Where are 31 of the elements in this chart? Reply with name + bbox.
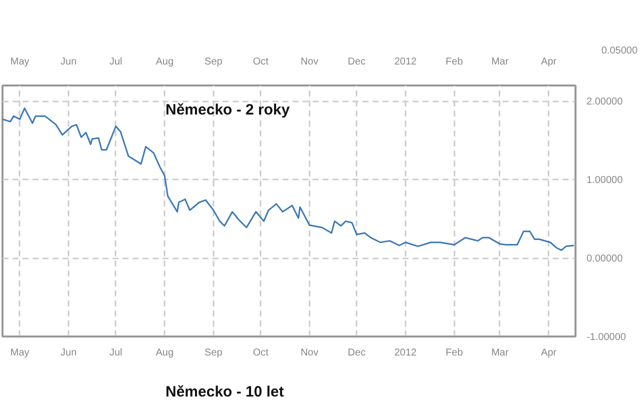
x-tick-label: Mar [491,348,510,358]
x-tick-label: Oct [252,348,269,358]
y-tick-label: -1.00000 [586,332,626,343]
x2-tick-label: Sep [204,56,223,68]
x-tick-label: 2012 [394,348,418,358]
x2-tick-label: Oct [252,56,269,68]
x-tick-label: Feb [446,348,464,358]
x2-tick-label: Mar [491,56,510,68]
x-tick-label: Apr [540,348,558,358]
x2-tick-label: 2012 [394,56,418,68]
x2-tick-label: Aug [156,56,174,68]
x2-tick-label: Apr [540,56,558,68]
x2-tick-label: Dec [348,56,366,68]
x-tick-label: Nov [300,348,318,358]
x2-tick-label: Nov [300,56,318,68]
x-tick-label: Jul [109,348,122,358]
x-tick-label: Dec [348,348,366,358]
y-tick-label: 2.00000 [586,96,624,108]
x-tick-label: Jun [60,348,77,358]
x2-tick-label: Jun [60,56,77,68]
x-tick-label: Sep [204,348,223,358]
y-tick-label: 0.00000 [586,254,624,265]
text: 0.05000 [601,46,638,56]
y-tick-label: 1.00000 [586,175,624,186]
text: Německo - 2 roky [166,102,290,118]
x-tick-label: May [10,348,30,358]
x2-tick-label: May [10,56,30,68]
x-tick-label: Aug [156,348,174,358]
text: Německo - 10 let [166,384,284,400]
x2-tick-label: Jul [109,56,122,68]
x2-tick-label: Feb [446,56,464,68]
